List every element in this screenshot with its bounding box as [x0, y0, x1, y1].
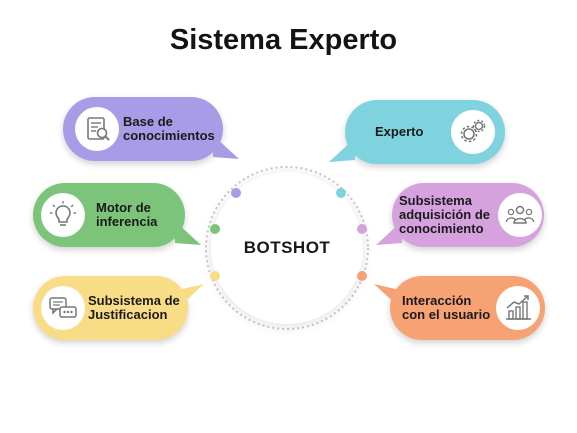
- connector-dot-experto: [336, 188, 346, 198]
- bubble-tail: [213, 135, 239, 159]
- node-label: Subsistema adquisición de conocimiento: [399, 193, 491, 236]
- document-search-icon: [75, 107, 119, 151]
- node-base-de-conocimientos: Base de conocimientos: [63, 97, 239, 161]
- growth-chart-icon: [496, 286, 540, 330]
- connector-dot-adquisicion: [357, 224, 367, 234]
- node-subsistema-adquisicion-de-conocimiento: Subsistema adquisición de conocimiento: [376, 183, 544, 247]
- node-label: Base de conocimientos: [123, 114, 215, 143]
- bubble-tail: [175, 221, 201, 245]
- gears-icon: [451, 110, 495, 154]
- node-label: Motor de inferencia: [96, 200, 158, 229]
- chat-bubbles-icon: [41, 286, 85, 330]
- node-interaccion-con-el-usuario: Interacción con el usuario: [374, 276, 545, 340]
- center-label: BOTSHOT: [243, 238, 331, 257]
- connector-dot-base: [231, 188, 241, 198]
- bubble-tail: [178, 284, 204, 308]
- node-label: Interacción con el usuario: [402, 293, 491, 322]
- connector-dot-motor: [210, 224, 220, 234]
- bubble-tail: [374, 284, 400, 308]
- node-motor-de-inferencia: Motor de inferencia: [33, 183, 201, 247]
- bubble-tail: [329, 138, 355, 162]
- lightbulb-icon: [41, 193, 85, 237]
- hub-dashed-ring: [205, 166, 369, 330]
- node-label: Experto: [375, 124, 424, 139]
- node-subsistema-de-justificacion: Subsistema de Justificacion: [33, 276, 204, 340]
- diagram-title: Sistema Experto: [169, 24, 398, 56]
- connector-dot-justificacion: [210, 271, 220, 281]
- node-experto: Experto: [329, 100, 505, 164]
- node-label: Subsistema de Justificacion: [88, 293, 180, 322]
- connector-dot-interaccion: [357, 271, 367, 281]
- people-icon: [498, 193, 542, 237]
- bubble-tail: [376, 221, 402, 245]
